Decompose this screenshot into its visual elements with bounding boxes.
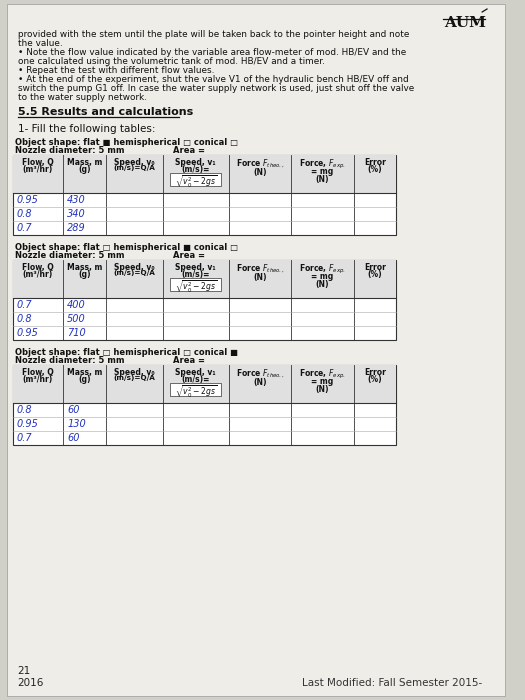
Text: (g): (g) <box>79 270 91 279</box>
FancyBboxPatch shape <box>171 383 221 396</box>
Text: Mass, m: Mass, m <box>67 158 102 167</box>
FancyBboxPatch shape <box>13 260 396 340</box>
Text: 0.7: 0.7 <box>17 300 32 310</box>
Text: Area =: Area = <box>173 356 205 365</box>
Text: 0.95: 0.95 <box>17 419 38 429</box>
Text: Flow, Q: Flow, Q <box>22 368 54 377</box>
Text: one calculated using the volumetric tank of mod. HB/EV and a timer.: one calculated using the volumetric tank… <box>17 57 324 66</box>
Text: Speed, v₀: Speed, v₀ <box>114 158 155 167</box>
Text: Last Modified: Fall Semester 2015-: Last Modified: Fall Semester 2015- <box>302 678 482 688</box>
FancyBboxPatch shape <box>171 173 221 186</box>
Text: 60: 60 <box>67 433 80 443</box>
Text: Flow, Q: Flow, Q <box>22 158 54 167</box>
Text: 0.95: 0.95 <box>17 195 38 205</box>
Text: (N): (N) <box>316 280 329 289</box>
Text: Area =: Area = <box>173 146 205 155</box>
Text: 710: 710 <box>67 328 86 338</box>
Text: = mg: = mg <box>311 377 333 386</box>
Text: (N): (N) <box>254 378 267 387</box>
Text: Object shape: flat □ hemispherical ■ conical □: Object shape: flat □ hemispherical ■ con… <box>15 243 238 252</box>
FancyBboxPatch shape <box>13 365 396 403</box>
Text: 1- Fill the following tables:: 1- Fill the following tables: <box>17 124 155 134</box>
Text: (m³/hr): (m³/hr) <box>23 270 53 279</box>
Text: Nozzle diameter: 5 mm: Nozzle diameter: 5 mm <box>15 356 124 365</box>
Text: 400: 400 <box>67 300 86 310</box>
Text: Mass, m: Mass, m <box>67 368 102 377</box>
Text: • At the end of the experiment, shut the valve V1 of the hydraulic bench HB/EV o: • At the end of the experiment, shut the… <box>17 75 408 84</box>
Text: (%): (%) <box>368 375 382 384</box>
Text: Speed, v₀: Speed, v₀ <box>114 368 155 377</box>
Text: switch the pump G1 off. In case the water supply network is used, just shut off : switch the pump G1 off. In case the wate… <box>17 84 414 93</box>
Text: (%): (%) <box>368 165 382 174</box>
Text: Nozzle diameter: 5 mm: Nozzle diameter: 5 mm <box>15 251 124 260</box>
Text: 0.8: 0.8 <box>17 314 32 324</box>
Text: Error: Error <box>364 263 386 272</box>
Text: • Repeat the test with different flow values.: • Repeat the test with different flow va… <box>17 66 214 75</box>
Text: Mass, m: Mass, m <box>67 263 102 272</box>
Text: Object shape: flat □ hemispherical □ conical ■: Object shape: flat □ hemispherical □ con… <box>15 348 238 357</box>
Text: Speed, v₁: Speed, v₁ <box>175 263 216 272</box>
Text: = mg: = mg <box>311 272 333 281</box>
Text: (m/s)=: (m/s)= <box>182 375 210 384</box>
FancyBboxPatch shape <box>171 278 221 291</box>
Text: Force $F_{theo.,}$: Force $F_{theo.,}$ <box>236 368 285 380</box>
Text: Speed, v₁: Speed, v₁ <box>175 158 216 167</box>
Text: Force $F_{theo.,}$: Force $F_{theo.,}$ <box>236 158 285 170</box>
Text: Flow, Q: Flow, Q <box>22 263 54 272</box>
Text: (m/s)=Q/A: (m/s)=Q/A <box>113 270 155 276</box>
Text: Nozzle diameter: 5 mm: Nozzle diameter: 5 mm <box>15 146 124 155</box>
Text: 430: 430 <box>67 195 86 205</box>
Text: $\sqrt{v_0^2 - 2gs}$: $\sqrt{v_0^2 - 2gs}$ <box>175 384 217 400</box>
Text: (%): (%) <box>368 270 382 279</box>
Text: (m³/hr): (m³/hr) <box>23 375 53 384</box>
FancyBboxPatch shape <box>13 155 396 235</box>
FancyBboxPatch shape <box>13 260 396 298</box>
Text: 0.8: 0.8 <box>17 405 32 415</box>
Text: $\sqrt{v_0^2 - 2gs}$: $\sqrt{v_0^2 - 2gs}$ <box>175 174 217 190</box>
Text: 130: 130 <box>67 419 86 429</box>
Text: Speed, v₁: Speed, v₁ <box>175 368 216 377</box>
Text: to the water supply network.: to the water supply network. <box>17 93 146 102</box>
Text: AUM: AUM <box>445 16 487 30</box>
Text: Object shape: flat ■ hemispherical □ conical □: Object shape: flat ■ hemispherical □ con… <box>15 138 238 147</box>
Text: (N): (N) <box>254 273 267 282</box>
Text: (m/s)=Q/A: (m/s)=Q/A <box>113 165 155 171</box>
Text: (m/s)=Q/A: (m/s)=Q/A <box>113 375 155 381</box>
Text: 0.7: 0.7 <box>17 223 32 233</box>
Text: Speed, v₀: Speed, v₀ <box>114 263 155 272</box>
Text: (m/s)=: (m/s)= <box>182 165 210 174</box>
Text: (N): (N) <box>254 168 267 177</box>
Text: (m³/hr): (m³/hr) <box>23 165 53 174</box>
Text: Force, $F_{exp.}$: Force, $F_{exp.}$ <box>299 158 346 171</box>
Text: = mg: = mg <box>311 167 333 176</box>
Text: 340: 340 <box>67 209 86 219</box>
Text: • Note the flow value indicated by the variable area flow-meter of mod. HB/EV an: • Note the flow value indicated by the v… <box>17 48 406 57</box>
FancyBboxPatch shape <box>7 4 505 696</box>
Text: 0.95: 0.95 <box>17 328 38 338</box>
Text: Error: Error <box>364 158 386 167</box>
Text: (N): (N) <box>316 385 329 394</box>
Text: (g): (g) <box>79 375 91 384</box>
Text: the value.: the value. <box>17 39 62 48</box>
FancyBboxPatch shape <box>13 365 396 445</box>
Text: Area =: Area = <box>173 251 205 260</box>
Text: 60: 60 <box>67 405 80 415</box>
Text: Force, $F_{exp.}$: Force, $F_{exp.}$ <box>299 368 346 381</box>
Text: 0.8: 0.8 <box>17 209 32 219</box>
Text: (g): (g) <box>79 165 91 174</box>
Text: (m/s)=: (m/s)= <box>182 270 210 279</box>
Text: Error: Error <box>364 368 386 377</box>
Text: 5.5 Results and calculations: 5.5 Results and calculations <box>17 107 193 117</box>
Text: provided with the stem until the plate will be taken back to the pointer height : provided with the stem until the plate w… <box>17 30 409 39</box>
Text: 21
2016: 21 2016 <box>17 666 44 688</box>
Text: (N): (N) <box>316 175 329 184</box>
Text: 289: 289 <box>67 223 86 233</box>
Text: Force, $F_{exp.}$: Force, $F_{exp.}$ <box>299 263 346 276</box>
Text: 0.7: 0.7 <box>17 433 32 443</box>
Text: 500: 500 <box>67 314 86 324</box>
Text: $\sqrt{v_0^2 - 2gs}$: $\sqrt{v_0^2 - 2gs}$ <box>175 279 217 295</box>
FancyBboxPatch shape <box>13 155 396 193</box>
Text: Force $F_{theo.,}$: Force $F_{theo.,}$ <box>236 263 285 275</box>
